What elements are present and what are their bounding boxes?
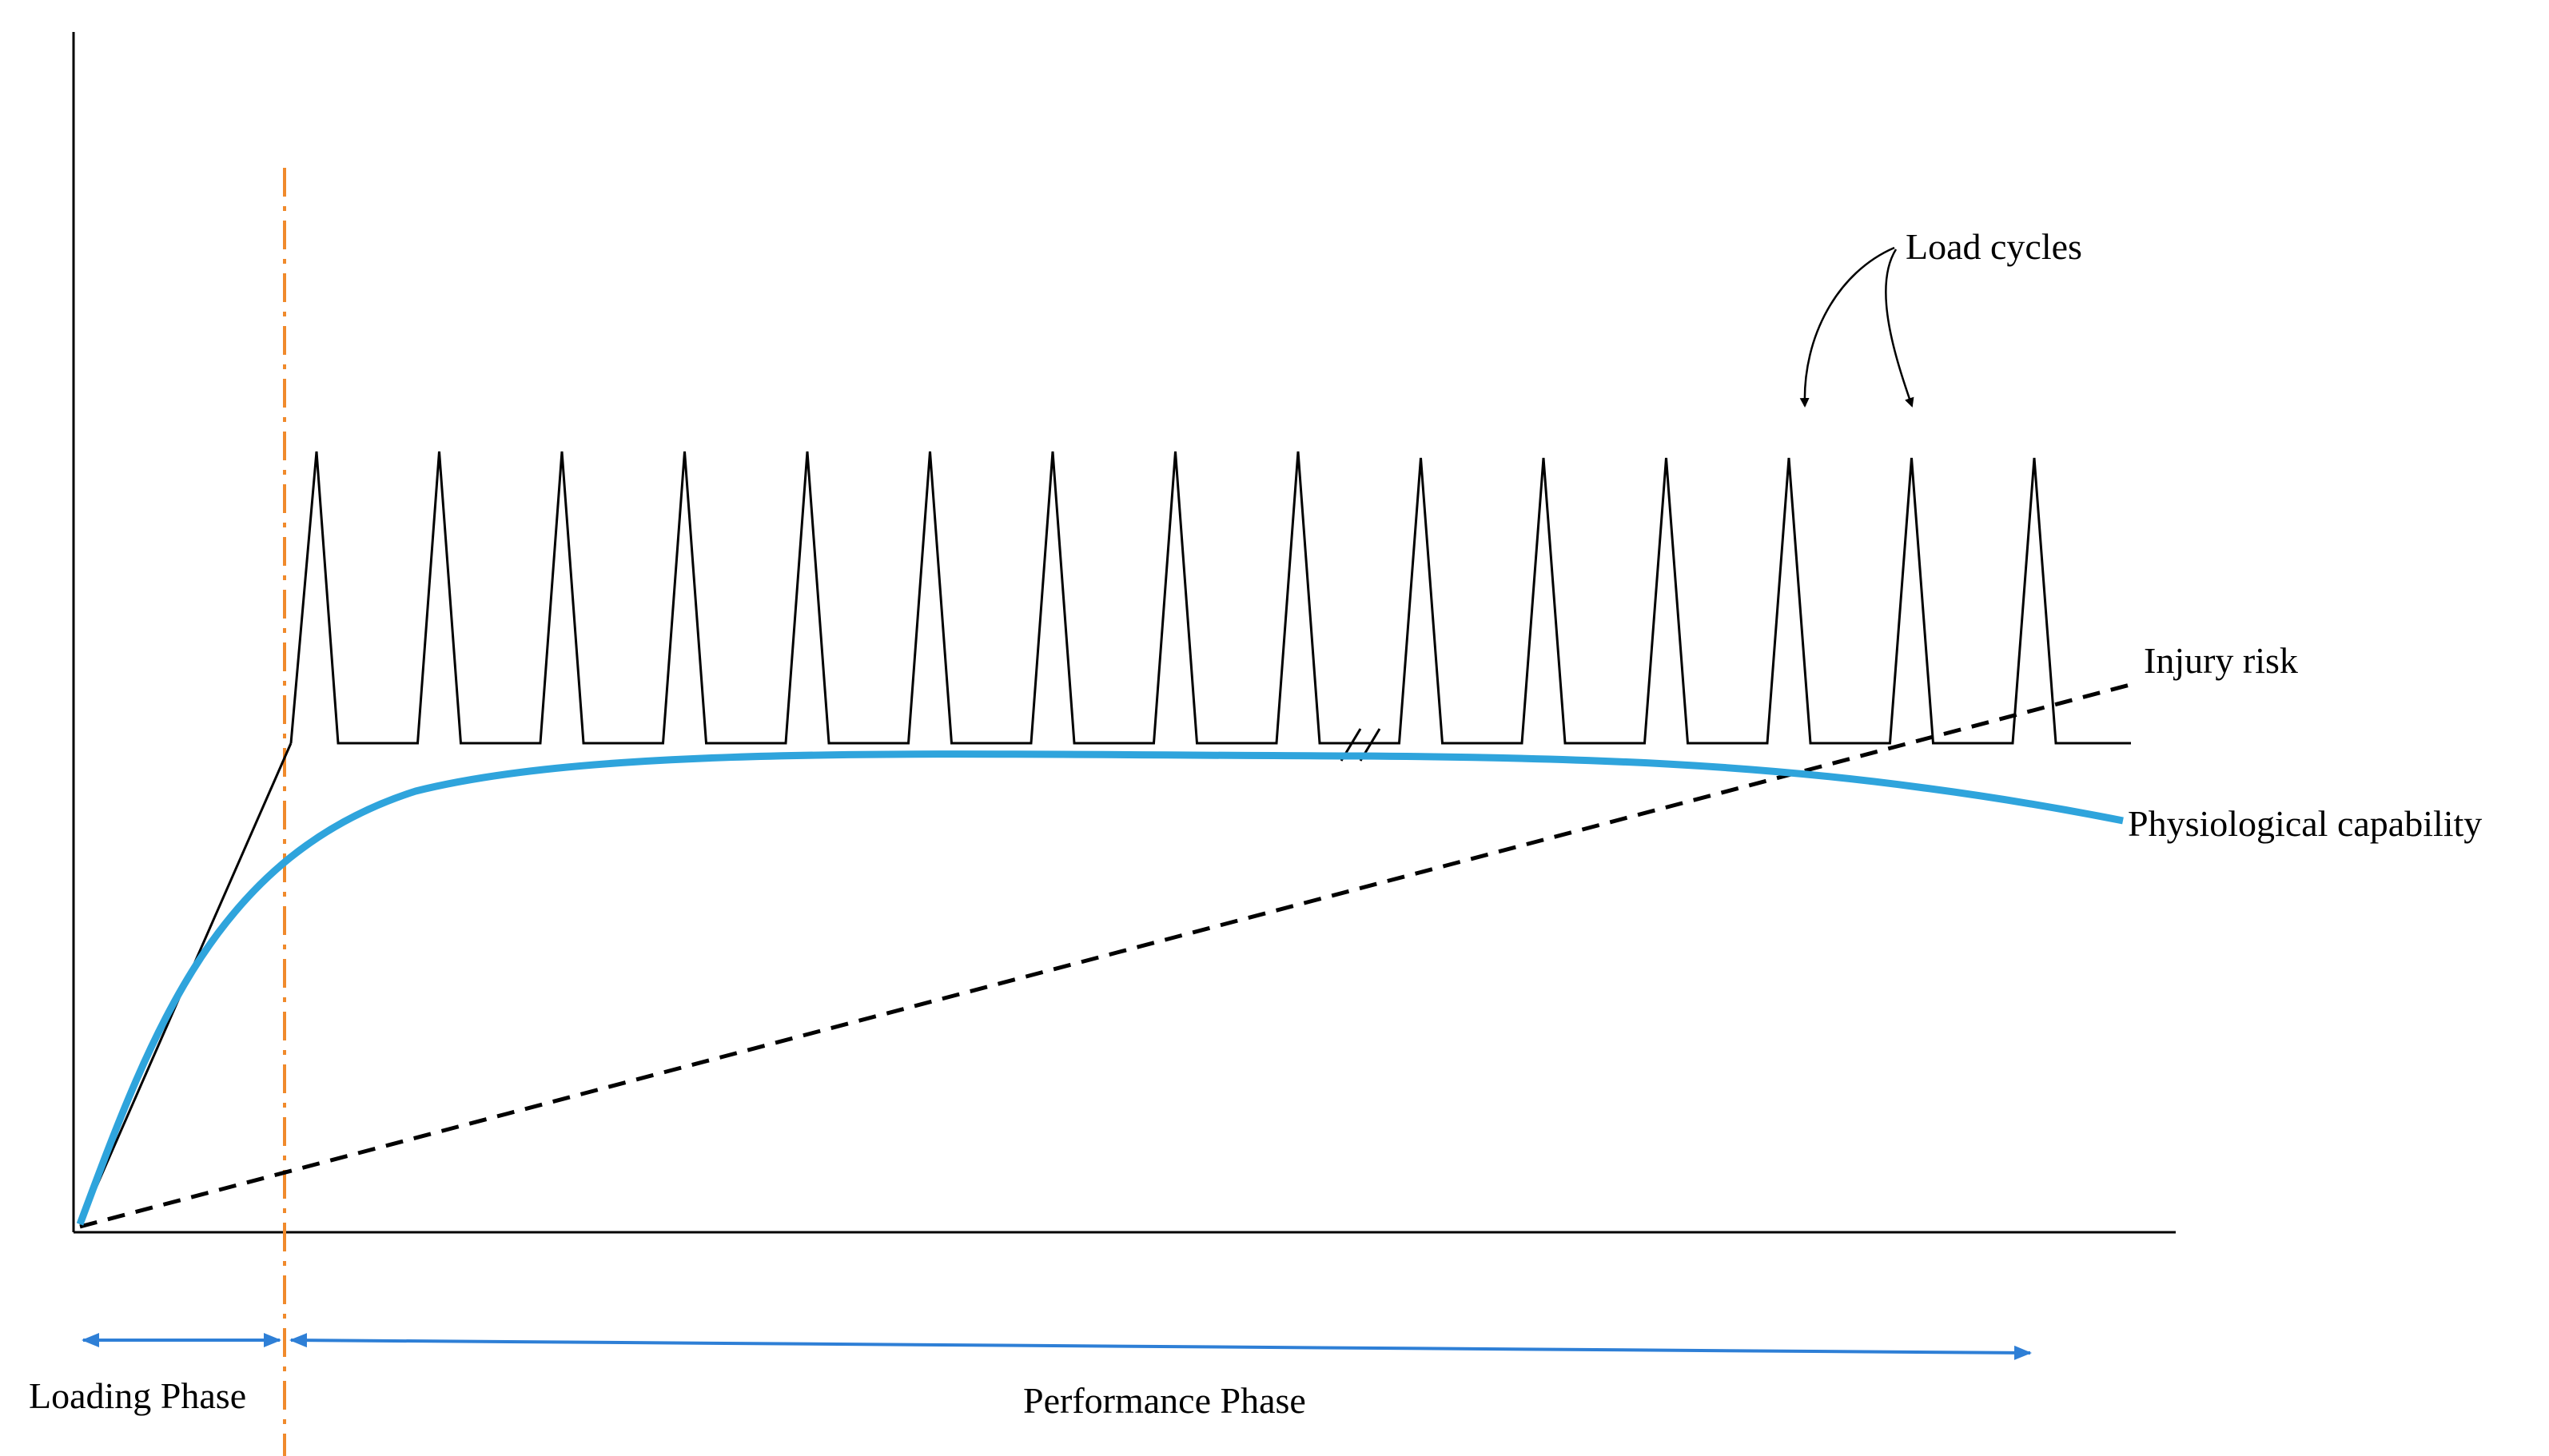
performance-phase-arrow [289,1333,2032,1360]
injury-risk-label: Injury risk [2144,640,2298,681]
physiological-capability-label: Physiological capability [2128,803,2482,844]
load-cycles-line [289,451,2131,745]
load-cycles-pointer-arrow [1799,246,1895,408]
performance-phase-label: Performance Phase [1023,1380,1306,1421]
load-cycles-pointer-arrow [1885,249,1914,408]
injury-risk-line [79,681,2137,1229]
load-cycles-series [289,451,2131,745]
load-cycles-label: Load cycles [1906,226,2082,267]
physiological-capability-curve [76,750,2124,1226]
loading-phase-label: Loading Phase [29,1375,246,1416]
